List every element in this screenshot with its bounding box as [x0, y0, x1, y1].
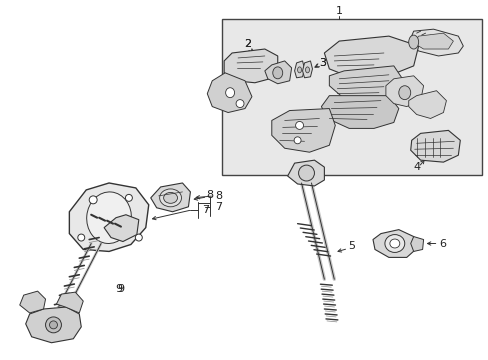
Text: 9: 9 [115, 284, 122, 294]
Polygon shape [324, 36, 418, 79]
Ellipse shape [389, 239, 399, 248]
Text: 3: 3 [318, 58, 325, 68]
Text: 1: 1 [335, 6, 342, 16]
Text: 2: 2 [244, 39, 251, 49]
Ellipse shape [295, 121, 303, 129]
Ellipse shape [49, 321, 57, 329]
Polygon shape [287, 160, 324, 186]
Ellipse shape [45, 317, 61, 333]
Polygon shape [413, 33, 452, 49]
Text: 3: 3 [318, 58, 325, 68]
Text: 7: 7 [202, 205, 208, 215]
Ellipse shape [160, 189, 181, 207]
Polygon shape [224, 49, 277, 83]
Text: 7: 7 [215, 202, 222, 212]
Ellipse shape [86, 192, 131, 243]
Ellipse shape [225, 88, 234, 98]
Text: 4: 4 [412, 162, 419, 172]
Ellipse shape [78, 234, 84, 241]
Polygon shape [104, 215, 139, 242]
Polygon shape [410, 237, 423, 251]
Ellipse shape [293, 137, 301, 144]
Polygon shape [56, 292, 83, 313]
Text: 8: 8 [215, 191, 222, 201]
Bar [222, 19, 481, 175]
Text: 9: 9 [117, 284, 124, 294]
Polygon shape [328, 66, 403, 103]
Polygon shape [385, 76, 423, 107]
Ellipse shape [272, 67, 282, 79]
Text: 2: 2 [244, 39, 251, 49]
Ellipse shape [298, 165, 314, 181]
Ellipse shape [305, 67, 309, 73]
Polygon shape [410, 130, 459, 162]
Ellipse shape [408, 35, 418, 49]
Polygon shape [150, 183, 190, 212]
Ellipse shape [135, 234, 142, 241]
Polygon shape [69, 183, 148, 251]
Polygon shape [26, 307, 81, 343]
Ellipse shape [89, 196, 97, 204]
Ellipse shape [125, 194, 132, 201]
Text: 6: 6 [438, 239, 445, 248]
Polygon shape [302, 61, 312, 78]
Text: 5: 5 [348, 242, 355, 252]
Text: 8: 8 [206, 190, 213, 200]
Polygon shape [372, 230, 415, 257]
Polygon shape [271, 109, 335, 152]
Polygon shape [321, 96, 398, 129]
Polygon shape [408, 29, 462, 56]
Ellipse shape [297, 67, 301, 73]
Polygon shape [207, 73, 251, 113]
Ellipse shape [398, 86, 410, 100]
Polygon shape [264, 61, 291, 84]
Ellipse shape [163, 192, 177, 203]
Polygon shape [408, 91, 446, 118]
Polygon shape [294, 61, 304, 78]
Polygon shape [20, 291, 45, 313]
Ellipse shape [236, 100, 244, 108]
Ellipse shape [384, 235, 404, 252]
